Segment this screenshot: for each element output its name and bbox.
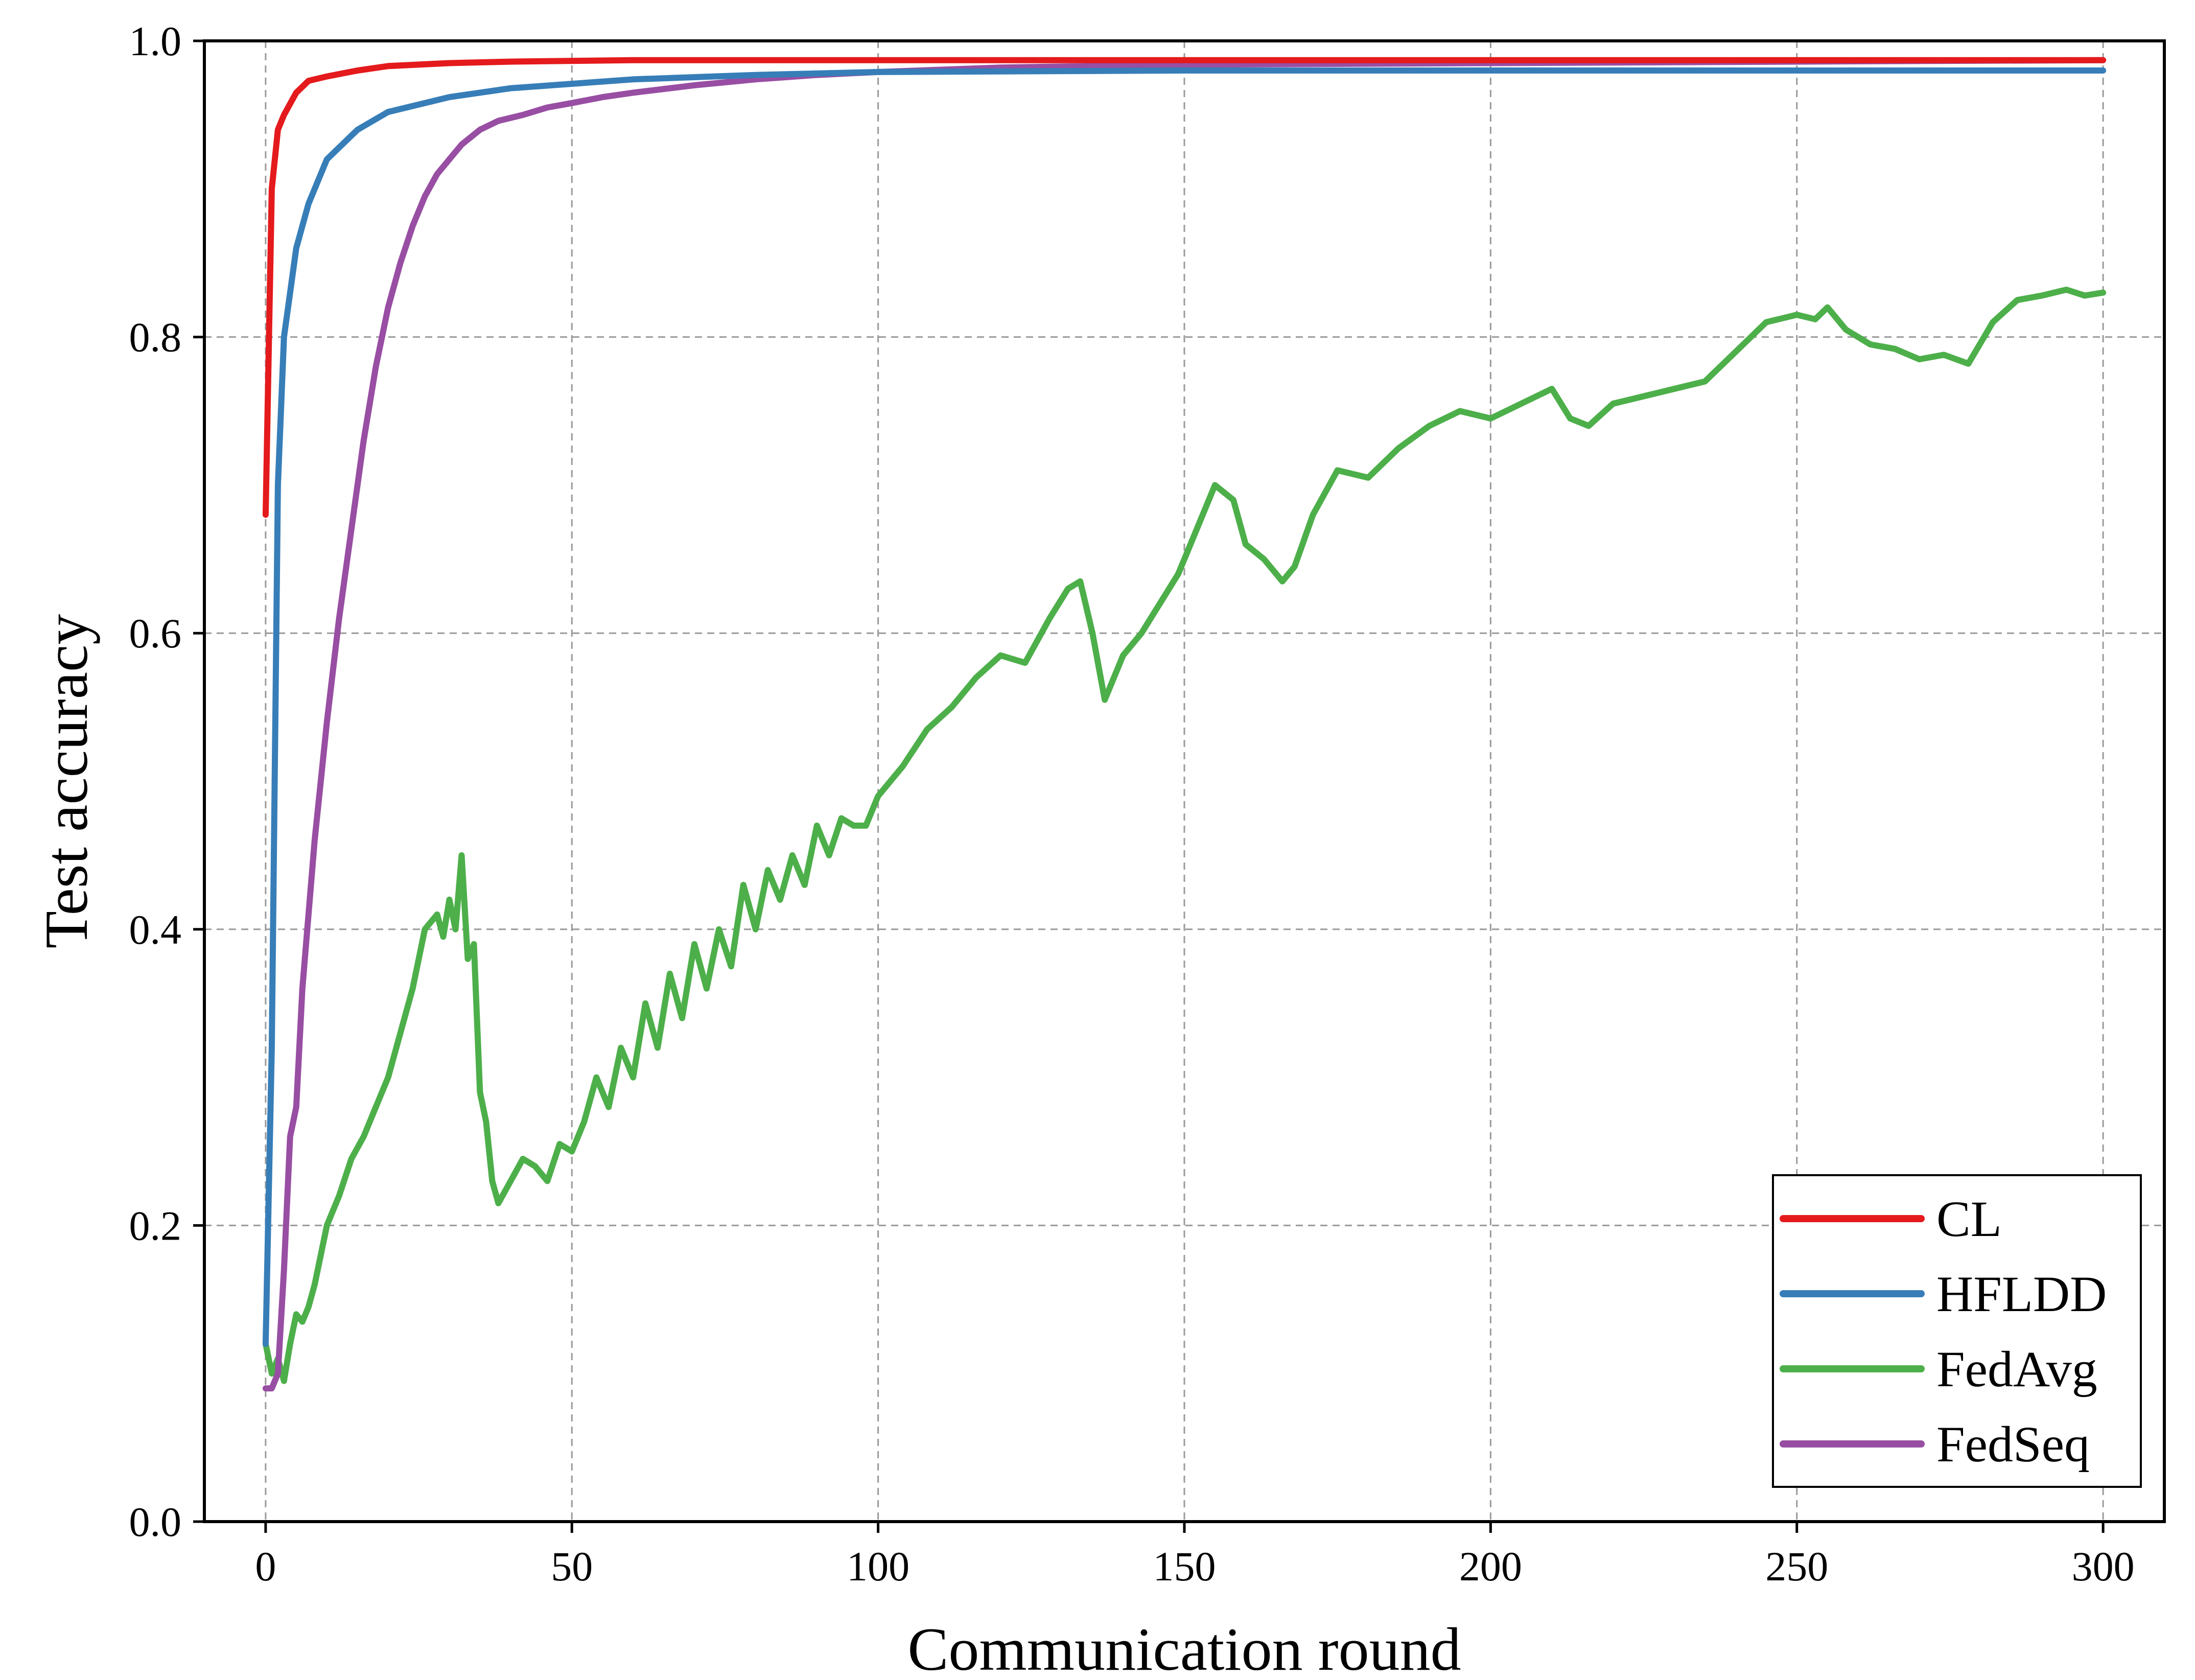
- y-tick-label: 0.0: [129, 1499, 182, 1545]
- axis-ticks: 0 50 100 150 200 250 300 0.0 0.2 0.4 0.6 0.8 1.0: [129, 18, 2135, 1590]
- series-lines: [262, 57, 2107, 1392]
- legend-label-cl: CL: [1936, 1191, 2002, 1247]
- x-tick-label: 200: [1459, 1543, 1522, 1590]
- y-axis-title: Test accuracy: [32, 614, 100, 949]
- series-line-fedavg: [262, 286, 2107, 1384]
- legend-label-hfldd: HFLDD: [1936, 1266, 2107, 1322]
- x-tick-label: 50: [551, 1543, 593, 1590]
- x-tick-label: 300: [2072, 1543, 2135, 1590]
- legend: CL HFLDD FedAvg FedSeq: [1772, 1174, 2142, 1488]
- legend-label-fedseq: FedSeq: [1936, 1416, 2090, 1473]
- x-tick-label: 100: [847, 1543, 909, 1590]
- series-line-cl: [262, 57, 2107, 518]
- y-tick-label: 0.2: [129, 1202, 182, 1249]
- legend-box: [1772, 1174, 2142, 1488]
- y-tick-label: 0.6: [129, 610, 182, 657]
- y-tick-label: 0.4: [129, 906, 182, 953]
- series-line-hfldd: [262, 67, 2107, 1347]
- x-tick-label: 0: [255, 1543, 276, 1590]
- legend-label-fedavg: FedAvg: [1936, 1341, 2097, 1397]
- x-tick-label: 250: [1765, 1543, 1828, 1590]
- x-tick-label: 150: [1153, 1543, 1216, 1590]
- x-axis-title: Communication round: [907, 1615, 1461, 1680]
- y-tick-label: 0.8: [129, 314, 182, 361]
- y-tick-label: 1.0: [129, 18, 182, 64]
